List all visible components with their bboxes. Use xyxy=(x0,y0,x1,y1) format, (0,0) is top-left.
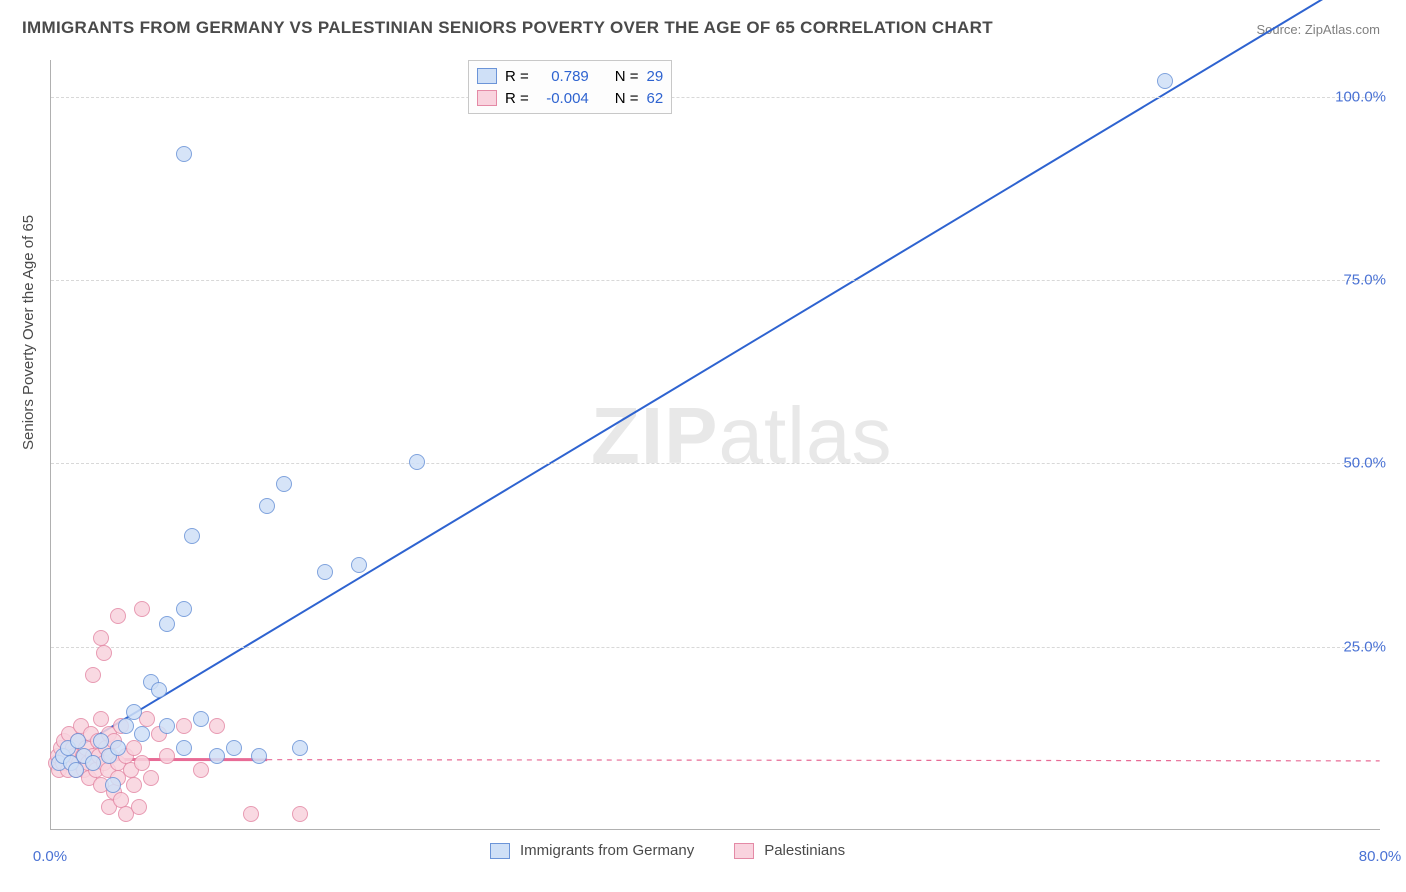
y-tick-label: 75.0% xyxy=(1343,272,1386,289)
gridline-h xyxy=(51,97,1380,98)
r-value-1: -0.004 xyxy=(537,90,589,107)
r-label: R = xyxy=(505,68,529,85)
data-point xyxy=(176,740,192,756)
data-point xyxy=(226,740,242,756)
source-label: Source: ZipAtlas.com xyxy=(1256,22,1380,37)
data-point xyxy=(70,733,86,749)
legend-swatch-1b xyxy=(734,843,754,859)
legend-swatch-0b xyxy=(490,843,510,859)
data-point xyxy=(113,792,129,808)
data-point xyxy=(176,718,192,734)
chart-title: IMMIGRANTS FROM GERMANY VS PALESTINIAN S… xyxy=(22,18,993,38)
data-point xyxy=(134,755,150,771)
data-point xyxy=(176,601,192,617)
data-point xyxy=(184,528,200,544)
data-point xyxy=(126,704,142,720)
data-point xyxy=(118,718,134,734)
y-tick-label: 100.0% xyxy=(1335,88,1386,105)
data-point xyxy=(209,748,225,764)
data-point xyxy=(105,777,121,793)
data-point xyxy=(96,645,112,661)
x-tick-label: 80.0% xyxy=(1359,848,1402,865)
legend-label-1: Palestinians xyxy=(764,842,845,859)
data-point xyxy=(159,616,175,632)
trend-lines xyxy=(51,60,1380,829)
gridline-h xyxy=(51,463,1380,464)
data-point xyxy=(131,799,147,815)
data-point xyxy=(93,733,109,749)
gridline-h xyxy=(51,647,1380,648)
y-axis-label: Seniors Poverty Over the Age of 65 xyxy=(20,215,37,450)
data-point xyxy=(110,608,126,624)
data-point xyxy=(68,762,84,778)
data-point xyxy=(251,748,267,764)
data-point xyxy=(85,667,101,683)
data-point xyxy=(134,726,150,742)
data-point xyxy=(209,718,225,734)
data-point xyxy=(351,557,367,573)
data-point xyxy=(143,770,159,786)
legend-item-1: Palestinians xyxy=(734,842,845,859)
gridline-h xyxy=(51,280,1380,281)
x-tick-label: 0.0% xyxy=(33,848,67,865)
data-point xyxy=(292,740,308,756)
r-value-0: 0.789 xyxy=(537,68,589,85)
n-label: N = xyxy=(615,68,639,85)
n-value-0: 29 xyxy=(647,68,664,85)
legend-item-0: Immigrants from Germany xyxy=(490,842,694,859)
y-tick-label: 50.0% xyxy=(1343,455,1386,472)
data-point xyxy=(243,806,259,822)
data-point xyxy=(259,498,275,514)
y-tick-label: 25.0% xyxy=(1343,638,1386,655)
data-point xyxy=(317,564,333,580)
plot-area: ZIPatlas xyxy=(50,60,1380,830)
data-point xyxy=(193,711,209,727)
data-point xyxy=(126,740,142,756)
n-label: N = xyxy=(615,90,639,107)
data-point xyxy=(276,476,292,492)
data-point xyxy=(159,748,175,764)
data-point xyxy=(126,777,142,793)
r-label: R = xyxy=(505,90,529,107)
legend-label-0: Immigrants from Germany xyxy=(520,842,694,859)
data-point xyxy=(93,630,109,646)
watermark: ZIPatlas xyxy=(591,390,892,482)
data-point xyxy=(1157,73,1173,89)
data-point xyxy=(176,146,192,162)
data-point xyxy=(409,454,425,470)
legend-row-series-0: R = 0.789 N = 29 xyxy=(477,65,663,87)
n-value-1: 62 xyxy=(647,90,664,107)
data-point xyxy=(193,762,209,778)
correlation-legend: R = 0.789 N = 29 R = -0.004 N = 62 xyxy=(468,60,672,114)
data-point xyxy=(93,711,109,727)
legend-swatch-1 xyxy=(477,90,497,106)
data-point xyxy=(292,806,308,822)
data-point xyxy=(110,740,126,756)
legend-row-series-1: R = -0.004 N = 62 xyxy=(477,87,663,109)
data-point xyxy=(134,601,150,617)
data-point xyxy=(85,755,101,771)
series-legend: Immigrants from Germany Palestinians xyxy=(490,842,845,859)
data-point xyxy=(159,718,175,734)
data-point xyxy=(151,682,167,698)
legend-swatch-0 xyxy=(477,68,497,84)
